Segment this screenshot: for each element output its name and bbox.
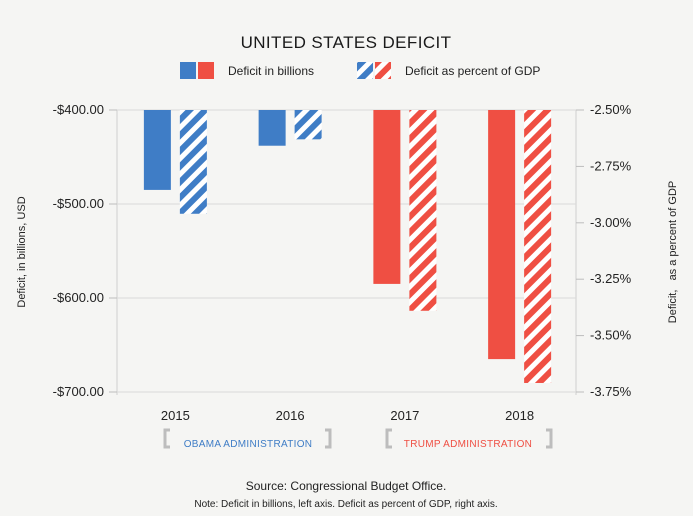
left-tick-label: -$400.00 (53, 102, 104, 117)
legend-swatch-gdp-blue (357, 62, 373, 79)
bar-billions-2015 (143, 110, 171, 190)
legend-swatch-billions-blue (180, 62, 196, 79)
bar-gdp-percent-2015 (179, 110, 207, 214)
obama-bracket-right (325, 428, 332, 449)
right-tick-label: -3.75% (590, 384, 632, 399)
left-axis-ticks: -$400.00 -$500.00 -$600.00 -$700.00 (53, 102, 117, 399)
right-tick-label: -3.00% (590, 215, 632, 230)
bar-billions-2017 (373, 110, 401, 284)
source-text: Source: Congressional Budget Office. (246, 479, 447, 493)
trump-administration-label: TRUMP ADMINISTRATION (404, 439, 532, 450)
x-category-label: 2015 (161, 408, 190, 423)
right-axis-title: Deficit, as a percent of GDP (667, 181, 679, 323)
bar-gdp-percent-2018 (524, 110, 552, 383)
left-tick-label: -$500.00 (53, 196, 104, 211)
left-tick-label: -$700.00 (53, 384, 104, 399)
bars (143, 110, 552, 383)
left-tick-label: -$600.00 (53, 290, 104, 305)
x-category-label: 2016 (276, 408, 305, 423)
obama-bracket: OBAMA ADMINISTRATION (163, 428, 332, 450)
obama-administration-label: OBAMA ADMINISTRATION (184, 439, 313, 450)
trump-bracket-right (546, 428, 553, 449)
legend-label-billions: Deficit in billions (228, 64, 314, 78)
x-category-label: 2017 (390, 408, 419, 423)
obama-bracket-left (163, 428, 170, 449)
bar-billions-2018 (488, 110, 516, 360)
trump-bracket-left (385, 428, 392, 449)
legend-swatch-gdp-red (375, 62, 391, 79)
bar-gdp-percent-2017 (409, 110, 437, 311)
left-axis-title: Deficit, in billions, USD (16, 196, 28, 307)
note-text: Note: Deficit in billions, left axis. De… (194, 499, 497, 510)
right-tick-label: -3.50% (590, 328, 632, 343)
right-tick-label: -2.50% (590, 102, 632, 117)
x-category-label: 2018 (505, 408, 534, 423)
bar-billions-2016 (258, 110, 286, 146)
legend-label-gdp: Deficit as percent of GDP (405, 64, 540, 78)
chart-title: UNITED STATES DEFICIT (241, 33, 452, 52)
right-tick-label: -2.75% (590, 158, 632, 173)
bar-gdp-percent-2016 (294, 110, 322, 140)
right-tick-label: -3.25% (590, 271, 632, 286)
legend-swatch-billions-red (198, 62, 214, 79)
x-axis-labels: 2015 2016 2017 2018 (161, 408, 534, 423)
right-axis-ticks: -2.50% -2.75% -3.00% -3.25% -3.50% -3.75% (576, 102, 632, 399)
legend: Deficit in billions Deficit as percent o… (180, 62, 540, 79)
trump-bracket: TRUMP ADMINISTRATION (385, 428, 553, 450)
